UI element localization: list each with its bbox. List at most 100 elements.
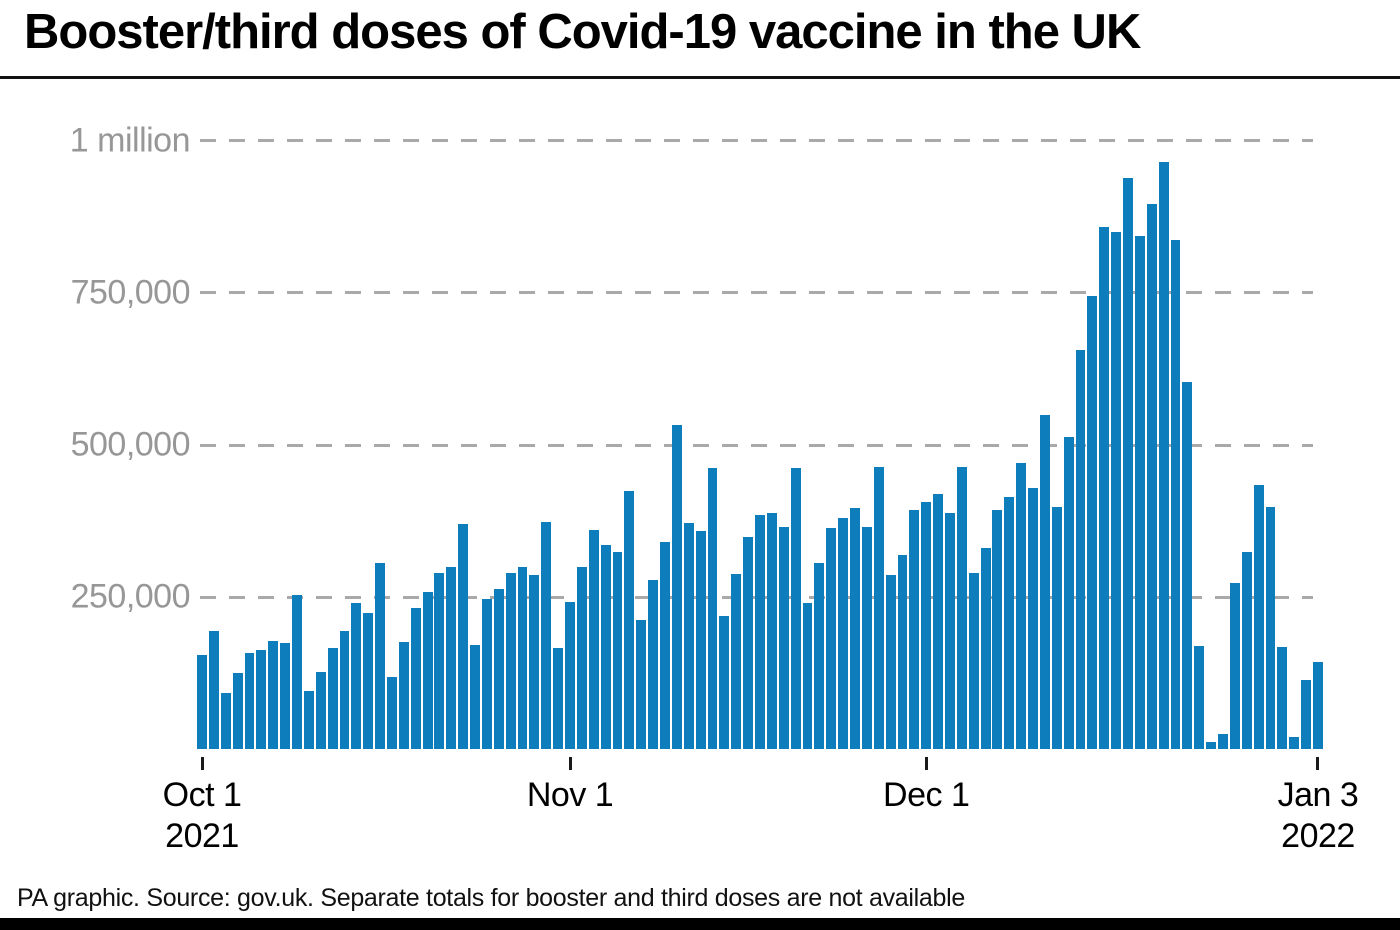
- bar: [660, 541, 670, 750]
- bar: [992, 510, 1003, 750]
- bar: [695, 530, 706, 750]
- x-axis-tick: [200, 757, 204, 770]
- bar: [220, 693, 231, 750]
- bar: [802, 602, 813, 750]
- bar: [351, 602, 362, 750]
- y-axis-label: 1 million: [69, 121, 191, 160]
- bar: [505, 572, 516, 750]
- bar: [885, 574, 896, 750]
- grid-line: [200, 291, 1313, 295]
- bar: [743, 537, 754, 750]
- bar: [968, 572, 979, 750]
- bar: [410, 607, 421, 750]
- bar: [648, 579, 659, 750]
- bar: [600, 544, 611, 750]
- bar: [1039, 414, 1050, 750]
- bar: [1087, 295, 1098, 750]
- bar: [1265, 507, 1276, 750]
- bar: [375, 562, 386, 750]
- bar: [1063, 437, 1074, 750]
- bar: [731, 573, 742, 750]
- bar: [1206, 741, 1217, 750]
- bar: [1170, 239, 1181, 750]
- bar: [873, 467, 884, 750]
- x-axis-label-year: 2021: [165, 817, 239, 855]
- bar: [458, 524, 469, 750]
- bar: [707, 467, 718, 750]
- bar: [1241, 551, 1252, 750]
- bar: [683, 523, 694, 750]
- bar: [956, 467, 967, 750]
- bar: [778, 527, 789, 750]
- bar: [1146, 204, 1157, 750]
- grid-line: [200, 139, 1313, 143]
- grid-line: [200, 443, 1313, 447]
- y-axis-label: 500,000: [70, 425, 191, 464]
- bar: [481, 599, 492, 750]
- bar: [541, 521, 552, 750]
- bar: [327, 648, 338, 750]
- bar: [1016, 462, 1027, 750]
- bar: [446, 567, 457, 750]
- bar: [850, 508, 860, 750]
- bar: [861, 526, 872, 750]
- bar: [624, 491, 635, 750]
- bar: [766, 513, 777, 750]
- x-axis-tick: [924, 757, 928, 770]
- bar: [268, 640, 279, 750]
- bar: [1289, 736, 1300, 750]
- bar: [980, 547, 991, 750]
- bar: [434, 572, 445, 750]
- bar: [1004, 496, 1015, 750]
- bar: [315, 672, 326, 750]
- bar: [493, 588, 504, 750]
- bar: [517, 566, 528, 750]
- y-axis-label: 250,000: [70, 577, 191, 616]
- bar: [790, 467, 801, 750]
- bar: [1051, 507, 1062, 750]
- x-axis-label: Oct 1 2021: [162, 776, 242, 855]
- bar: [636, 619, 647, 750]
- bar: [470, 644, 480, 750]
- bar: [1182, 381, 1193, 750]
- bar: [387, 677, 397, 750]
- bar: [838, 518, 849, 750]
- bar: [363, 613, 374, 750]
- title-divider: [0, 76, 1400, 79]
- bar: [339, 630, 350, 750]
- bar: [588, 530, 599, 750]
- x-axis-label-year: 2022: [1281, 817, 1355, 855]
- bar: [1075, 350, 1086, 750]
- bar: [1134, 236, 1145, 750]
- x-axis-label: Jan 3 2022: [1277, 776, 1359, 855]
- bar: [1277, 646, 1288, 750]
- x-axis-label: Nov 1: [526, 776, 614, 814]
- bar: [303, 691, 314, 750]
- x-axis-label: Dec 1: [883, 776, 970, 814]
- bar: [292, 595, 302, 750]
- bar: [1194, 646, 1205, 750]
- bar: [280, 642, 291, 750]
- bar: [755, 514, 765, 750]
- chart-title: Booster/third doses of Covid-19 vaccine …: [24, 5, 1141, 59]
- bar: [208, 630, 219, 750]
- bar: [1253, 485, 1264, 750]
- bar: [1301, 680, 1312, 750]
- bar: [576, 566, 587, 750]
- bar: [232, 672, 243, 750]
- x-axis-tick: [1316, 757, 1320, 770]
- bar: [826, 527, 837, 750]
- bar: [398, 641, 409, 750]
- bottom-bar: [0, 918, 1400, 930]
- bar: [422, 592, 433, 750]
- source-note: PA graphic. Source: gov.uk. Separate tot…: [17, 884, 965, 912]
- bar: [1229, 582, 1240, 750]
- bar: [244, 653, 255, 750]
- bar: [1028, 487, 1038, 750]
- bar: [256, 649, 267, 750]
- bar: [897, 555, 908, 750]
- bar: [1123, 178, 1133, 750]
- bar: [719, 616, 730, 750]
